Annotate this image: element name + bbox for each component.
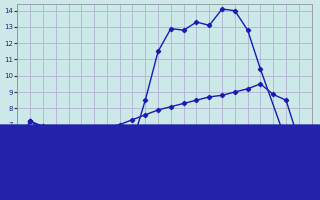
X-axis label: Graphe des températures (°C): Graphe des températures (°C) — [93, 186, 236, 196]
